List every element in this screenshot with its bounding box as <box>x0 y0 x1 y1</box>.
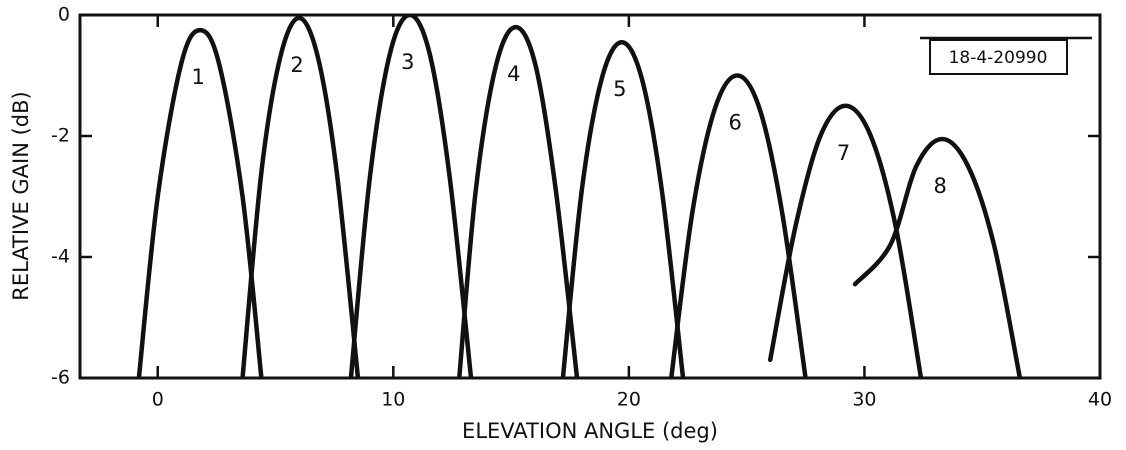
x-axis-label: ELEVATION ANGLE (deg) <box>462 419 718 443</box>
y-tick-label: 0 <box>58 4 70 26</box>
beam-curve <box>348 15 474 378</box>
annotation-frame <box>929 39 1068 75</box>
beam-label: 8 <box>933 174 946 198</box>
beam-label: 1 <box>191 65 204 89</box>
beam-label: 5 <box>613 77 626 101</box>
beam-label: 6 <box>729 111 742 135</box>
beam-curve <box>240 15 361 378</box>
beam-label: 7 <box>837 141 850 165</box>
plot-frame <box>78 13 1102 380</box>
x-tick-label: 20 <box>617 389 641 411</box>
x-tick-label: 0 <box>152 389 164 411</box>
beam-curve <box>560 39 686 378</box>
y-axis-label: RELATIVE GAIN (dB) <box>9 91 33 300</box>
beam-label: 2 <box>290 53 303 77</box>
beam-curve <box>136 27 264 378</box>
y-tick-label: -2 <box>51 125 70 147</box>
beam-curve <box>852 136 1023 378</box>
annotation: 18-4-20990 <box>949 48 1048 68</box>
beam-curve <box>767 103 924 378</box>
curves <box>136 15 1023 378</box>
beam-curve <box>669 73 808 378</box>
x-tick-label: 30 <box>852 389 876 411</box>
beam-curve <box>457 24 580 378</box>
x-tick-label: 10 <box>381 389 405 411</box>
x-tick-label: 40 <box>1088 389 1112 411</box>
y-tick-label: -6 <box>51 367 70 389</box>
beam-label: 3 <box>401 50 414 74</box>
beam-label: 4 <box>507 62 520 86</box>
annotation-box: 18-4-20990 <box>920 36 1092 75</box>
y-tick-label: -4 <box>51 246 70 268</box>
